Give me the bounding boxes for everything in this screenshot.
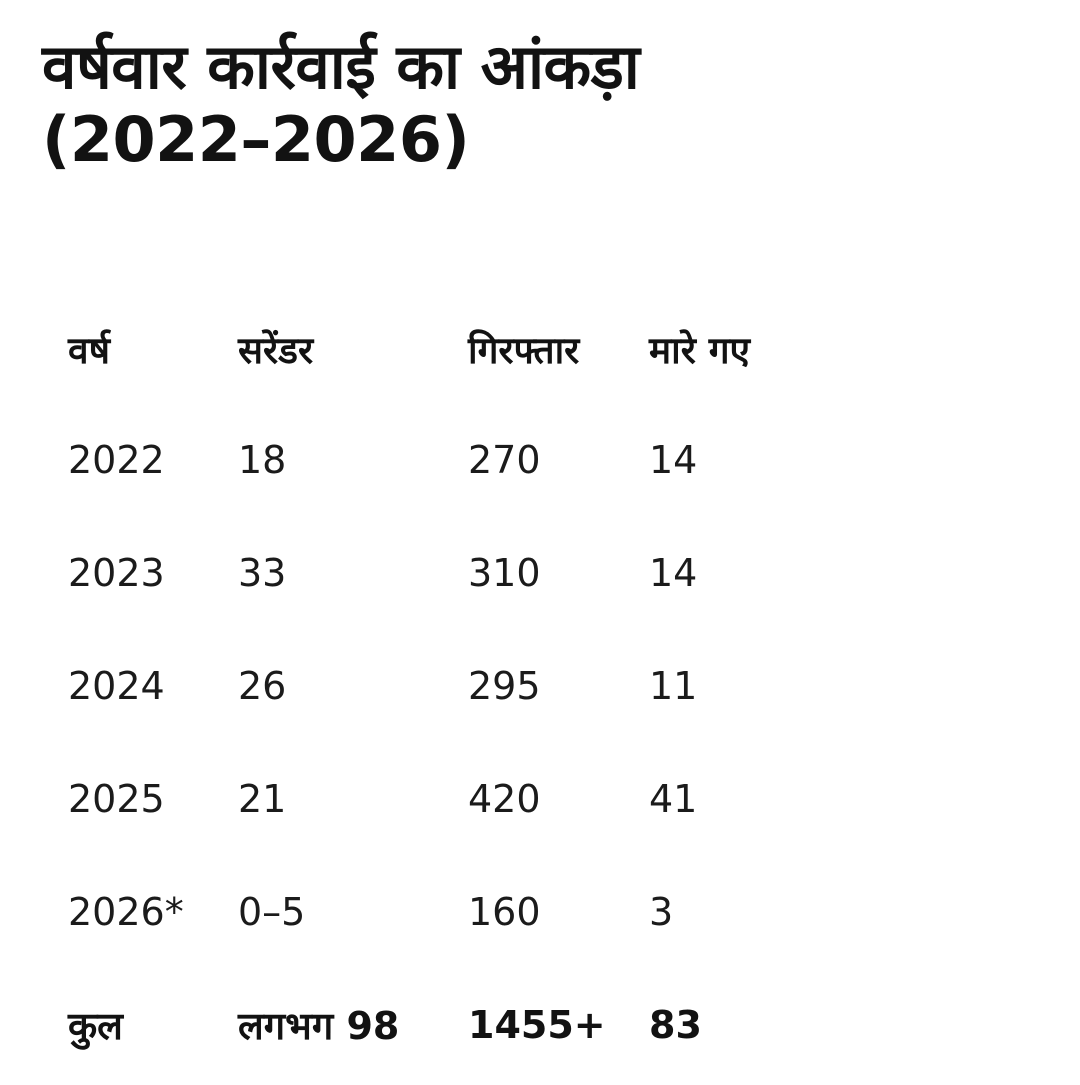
column-header-killed: मारे गए [649, 328, 751, 372]
cell-killed: 14 [649, 437, 698, 482]
cell-total-arrested: 1455+ [468, 1002, 606, 1047]
table-row: 2022 18 270 14 [44, 403, 806, 516]
table-total-row: कुल लगभग 98 1455+ 83 [44, 968, 806, 1081]
cell-year: 2022 [68, 437, 165, 482]
cell-arrested: 160 [468, 889, 541, 934]
cell-arrested: 270 [468, 437, 541, 482]
table-header: वर्ष सरेंडर गिरफ्तार मारे गए [44, 293, 806, 403]
cell-total-surrender: लगभग 98 [238, 1003, 400, 1048]
table-body: 2022 18 270 14 2023 33 310 14 2024 26 29… [44, 403, 806, 1081]
cell-arrested: 420 [468, 776, 541, 821]
cell-killed: 3 [649, 889, 674, 934]
cell-surrender: 26 [238, 663, 287, 708]
cell-killed: 11 [649, 663, 698, 708]
cell-surrender: 21 [238, 776, 287, 821]
table-row: 2025 21 420 41 [44, 742, 806, 855]
column-header-surrender: सरेंडर [238, 328, 314, 372]
statistics-table: वर्ष सरेंडर गिरफ्तार मारे गए 2022 18 270… [44, 293, 806, 1081]
cell-total-killed: 83 [649, 1002, 702, 1047]
cell-arrested: 295 [468, 663, 541, 708]
table-row: 2026* 0–5 160 3 [44, 855, 806, 968]
cell-surrender: 18 [238, 437, 287, 482]
column-header-arrested: गिरफ्तार [468, 328, 580, 372]
cell-surrender: 33 [238, 550, 287, 595]
cell-arrested: 310 [468, 550, 541, 595]
page-title: वर्षवार कार्रवाई का आंकड़ा (2022–2026) [42, 30, 942, 176]
cell-total-label: कुल [68, 1003, 123, 1048]
table-row: 2024 26 295 11 [44, 629, 806, 742]
cell-year: 2024 [68, 663, 165, 708]
cell-year: 2023 [68, 550, 165, 595]
page-title-line-1: वर्षवार कार्रवाई का आंकड़ा [42, 30, 640, 103]
statistics-table-container: वर्ष सरेंडर गिरफ्तार मारे गए 2022 18 270… [44, 293, 806, 1081]
cell-year: 2026* [68, 889, 184, 934]
cell-year: 2025 [68, 776, 165, 821]
page-title-line-2: (2022–2026) [42, 103, 470, 177]
table-header-row: वर्ष सरेंडर गिरफ्तार मारे गए [44, 293, 806, 403]
table-row: 2023 33 310 14 [44, 516, 806, 629]
column-header-year: वर्ष [68, 328, 110, 372]
cell-killed: 41 [649, 776, 698, 821]
cell-killed: 14 [649, 550, 698, 595]
cell-surrender: 0–5 [238, 889, 306, 934]
